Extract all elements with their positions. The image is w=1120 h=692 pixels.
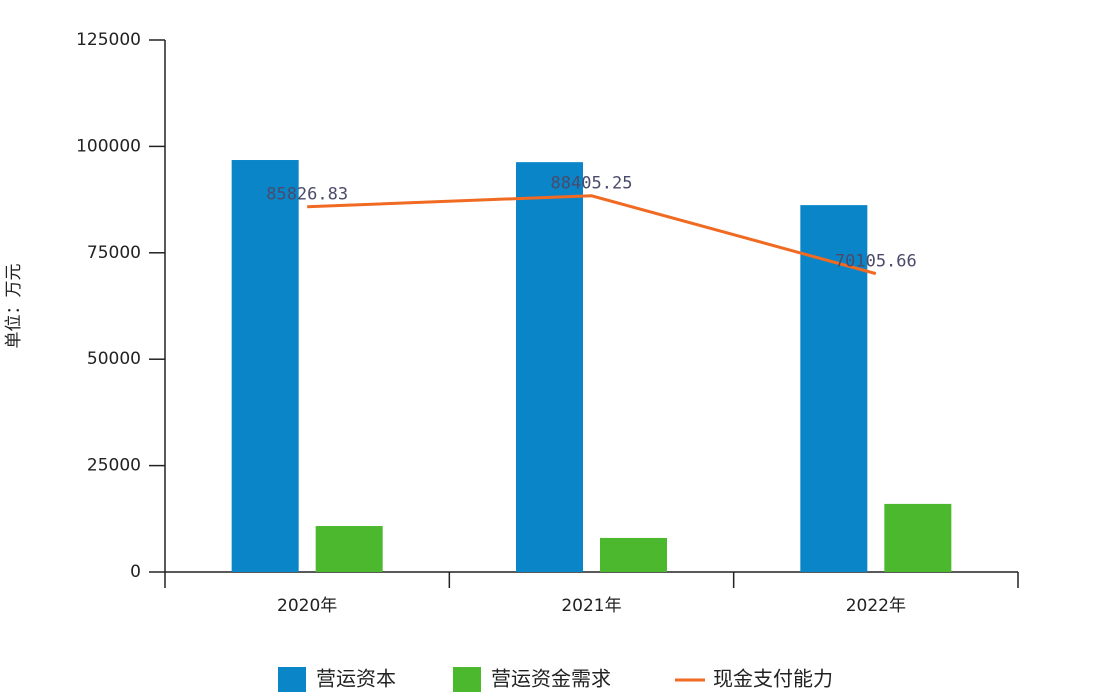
legend-label: 营运资本: [316, 667, 396, 691]
data-label: 88405.25: [551, 174, 633, 194]
bar: [800, 205, 868, 572]
line-series: [307, 194, 877, 276]
legend-label: 现金支付能力: [713, 667, 833, 691]
y-tick-label: 25000: [87, 456, 141, 476]
y-tick-label: 75000: [87, 243, 141, 263]
x-tick-label: 2022年: [846, 596, 906, 616]
bar: [315, 526, 383, 572]
y-tick-label: 125000: [76, 30, 141, 50]
bar: [516, 162, 583, 572]
legend-label: 营运资金需求: [491, 667, 611, 691]
data-label: 85826.83: [266, 185, 348, 205]
bar: [884, 503, 952, 572]
x-tick-label: 2021年: [561, 596, 621, 616]
legend-swatch: [453, 667, 481, 692]
y-tick-label: 0: [130, 562, 141, 582]
x-tick-label: 2020年: [277, 596, 337, 616]
data-label: 70105.66: [835, 252, 917, 272]
bar: [231, 160, 299, 572]
legend-swatch: [278, 667, 306, 692]
y-tick-label: 50000: [87, 349, 141, 369]
y-axis-label: 单位：万元: [4, 264, 24, 349]
bar: [600, 537, 667, 572]
y-tick-label: 100000: [76, 136, 141, 156]
